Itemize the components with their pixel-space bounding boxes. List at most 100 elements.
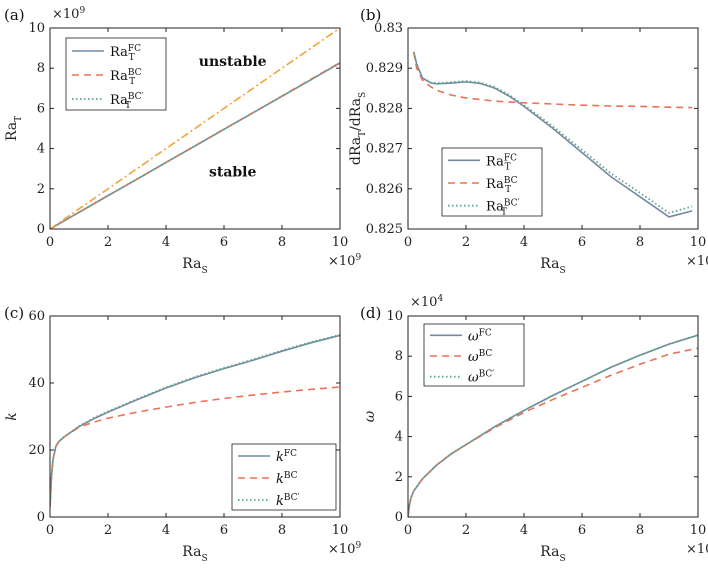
series-a-bc (50, 61, 340, 229)
y-axis-label-b-part-0: dRa (348, 137, 364, 165)
legend-sub: T (125, 101, 131, 111)
legend-label: ωFC (468, 328, 492, 344)
legend-label-part-1: BC (504, 176, 518, 186)
y-axis-label-b-part-2: /dRa (348, 98, 364, 131)
xtick-label: 8 (278, 235, 286, 250)
xtick-label: 10 (690, 523, 707, 538)
xtick-label: 2 (104, 235, 112, 250)
legend-sub: T (505, 162, 511, 172)
ytick-label: 0 (395, 510, 403, 525)
ytick-label: 60 (28, 309, 45, 324)
xtick-label: 10 (690, 235, 707, 250)
legend-label: ωBC (468, 349, 492, 365)
xtick-label: 6 (220, 523, 228, 538)
xtick-label: 10 (332, 235, 349, 250)
ytick-label: 40 (28, 376, 45, 391)
xtick-label: 4 (162, 235, 170, 250)
legend-label: RaBC′ T (110, 92, 144, 111)
legend-label-part-1: BC′ (128, 92, 144, 102)
ytick-label: 8 (395, 349, 403, 364)
panel-label-d: (d) (360, 304, 381, 322)
x-multiplier-a-part-1: 9 (355, 253, 361, 263)
legend-label-part-0: ω (468, 350, 479, 365)
panel-a: (a)0 2 4 6 8 100246810×109×109RaSRaTunstables… (4, 6, 361, 276)
legend-label: kFC (276, 449, 297, 465)
xtick-label: 0 (404, 523, 412, 538)
ytick-label: 0.828 (366, 101, 403, 116)
legend-sub: T (505, 185, 511, 195)
ytick-label: 20 (28, 443, 45, 458)
legend-label-part-1: FC (284, 449, 297, 459)
ytick-label: 6 (395, 389, 403, 404)
x-multiplier-b: ×109 (686, 253, 708, 269)
legend-label-part-0: k (276, 472, 284, 487)
y-axis-label-a: RaT (4, 116, 24, 141)
axes-box-b (407, 27, 699, 230)
x-axis-label-c: RaS (182, 544, 207, 564)
y-multiplier-d: ×104 (410, 294, 443, 310)
x-axis-label-c-part-0: Ra (182, 544, 201, 560)
xtick-label: 2 (462, 523, 470, 538)
ytick-label: 8 (37, 61, 45, 76)
y-axis-label-b-part-3: S (358, 92, 368, 98)
legend-label-part-1: FC (504, 153, 517, 163)
xtick-label: 4 (162, 523, 170, 538)
legend-label-part-1: BC′ (504, 199, 520, 209)
ytick-label: 0.825 (366, 222, 403, 237)
y-axis-label-d: ω (362, 410, 378, 422)
x-axis-label-c-part-1: S (202, 554, 208, 564)
xtick-label: 8 (636, 235, 644, 250)
xtick-label: 6 (220, 235, 228, 250)
panel-label-c: (c) (4, 304, 24, 322)
legend-box (423, 323, 525, 387)
x-multiplier-a-part-0: ×10 (328, 254, 355, 269)
y-multiplier-a-part-1: 9 (79, 6, 85, 16)
series-c-bc (50, 386, 340, 507)
legend-sub: T (129, 77, 135, 87)
legend-label: kBC′ (276, 493, 300, 509)
x-axis-label-a: RaS (182, 256, 207, 276)
y-multiplier-d-part-0: ×10 (410, 295, 437, 310)
xtick-label: 6 (578, 235, 586, 250)
legend-label: RaBC′ T (486, 199, 520, 218)
ytick-label: 0 (37, 222, 45, 237)
y-multiplier-a-part-0: ×10 (52, 7, 79, 22)
axes-box-c (49, 315, 341, 518)
y-axis-label-a-part-1: T (14, 116, 24, 122)
legend-label-part-0: Ra (486, 154, 504, 169)
x-axis-label-a-part-1: S (202, 266, 208, 276)
series-a-boundary (50, 28, 340, 229)
x-axis-label-d: RaS (540, 544, 565, 564)
ytick-label: 2 (37, 182, 45, 197)
y-multiplier-d-part-1: 4 (437, 294, 443, 304)
series-c-bcp (50, 333, 340, 507)
legend-box (231, 443, 337, 511)
xtick-label: 6 (578, 523, 586, 538)
y-axis-label-b-part-1: T (358, 131, 368, 137)
annotation-unstable: unstable (199, 54, 267, 70)
xtick-label: 2 (462, 235, 470, 250)
series-b-fc (413, 51, 693, 218)
axes-box-d (407, 315, 699, 518)
x-axis-label-d-part-0: Ra (540, 544, 559, 560)
annotation-stable: stable (209, 165, 257, 181)
x-multiplier-c-part-0: ×10 (328, 542, 355, 557)
legend-label-part-1: BC (479, 349, 493, 359)
legend-box (441, 147, 543, 217)
x-multiplier-c-part-1: 9 (355, 541, 361, 551)
ytick-label: 6 (37, 101, 45, 116)
ytick-label: 0.829 (366, 61, 403, 76)
legend-label-part-0: Ra (110, 45, 128, 60)
xtick-label: 10 (332, 523, 349, 538)
ytick-label: 4 (37, 142, 45, 157)
x-multiplier-c: ×109 (328, 541, 361, 557)
legend-sub: T (129, 53, 135, 63)
xtick-label: 8 (636, 523, 644, 538)
legend-label-part-0: k (276, 450, 284, 465)
y-axis-label-b: dRaT/dRaS (348, 92, 368, 165)
